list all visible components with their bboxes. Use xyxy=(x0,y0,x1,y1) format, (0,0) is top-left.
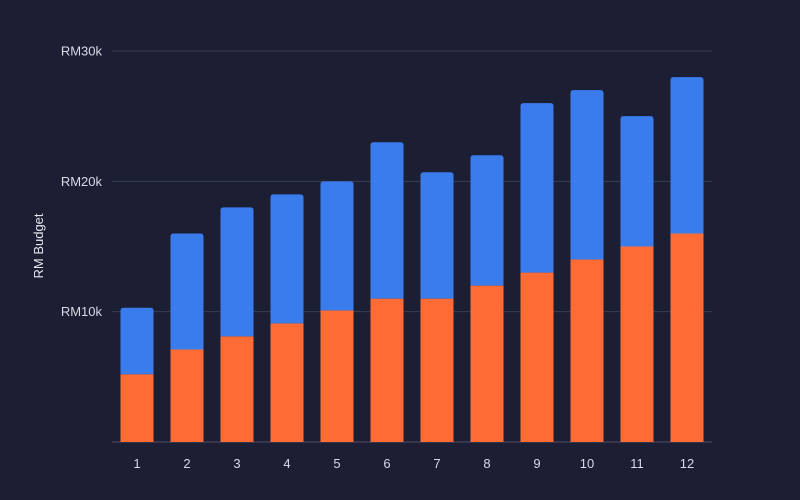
x-tick-label: 4 xyxy=(283,456,290,471)
bar-segment-series-2 xyxy=(320,181,354,311)
x-tick-label: 6 xyxy=(383,456,390,471)
bar-segment-series-1 xyxy=(120,374,154,442)
y-tick-label: RM10k xyxy=(61,304,103,319)
bar-segment-series-1 xyxy=(370,298,404,442)
bar-segment-series-2 xyxy=(570,90,604,260)
bars-layer xyxy=(120,77,704,442)
bar-segment-series-2 xyxy=(520,103,554,273)
bar-segment-series-2 xyxy=(470,155,504,286)
x-tick-label: 10 xyxy=(580,456,594,471)
bar-segment-series-1 xyxy=(270,323,304,442)
bar-segment-series-1 xyxy=(520,272,554,442)
bar-segment-series-1 xyxy=(320,310,354,442)
bar-segment-series-1 xyxy=(670,233,704,442)
bar-segment-series-1 xyxy=(220,336,254,442)
x-tick-label: 5 xyxy=(333,456,340,471)
bar-segment-series-2 xyxy=(370,142,404,299)
x-tick-label: 12 xyxy=(680,456,694,471)
bar-segment-series-2 xyxy=(620,116,654,247)
bar-segment-series-2 xyxy=(670,77,704,234)
x-tick-label: 1 xyxy=(133,456,140,471)
bar-segment-series-2 xyxy=(170,233,204,350)
x-tick-label: 7 xyxy=(433,456,440,471)
bar-segment-series-2 xyxy=(120,307,154,375)
bar-segment-series-2 xyxy=(270,194,304,324)
x-tick-label: 11 xyxy=(630,456,644,471)
bar-segment-series-1 xyxy=(570,259,604,442)
bar-segment-series-2 xyxy=(420,172,454,299)
x-tick-label: 9 xyxy=(533,456,540,471)
y-tick-label: RM30k xyxy=(61,44,103,59)
x-tick-label: 8 xyxy=(483,456,490,471)
bar-segment-series-1 xyxy=(420,298,454,442)
y-axis-title: RM Budget xyxy=(31,213,46,278)
y-tick-label: RM20k xyxy=(61,174,103,189)
grid-layer xyxy=(112,50,712,443)
bar-segment-series-1 xyxy=(170,349,204,442)
bar-segment-series-1 xyxy=(470,285,504,442)
bar-segment-series-2 xyxy=(220,207,254,337)
x-tick-label: 2 xyxy=(183,456,190,471)
x-tick-label: 3 xyxy=(233,456,240,471)
bar-segment-series-1 xyxy=(620,246,654,442)
